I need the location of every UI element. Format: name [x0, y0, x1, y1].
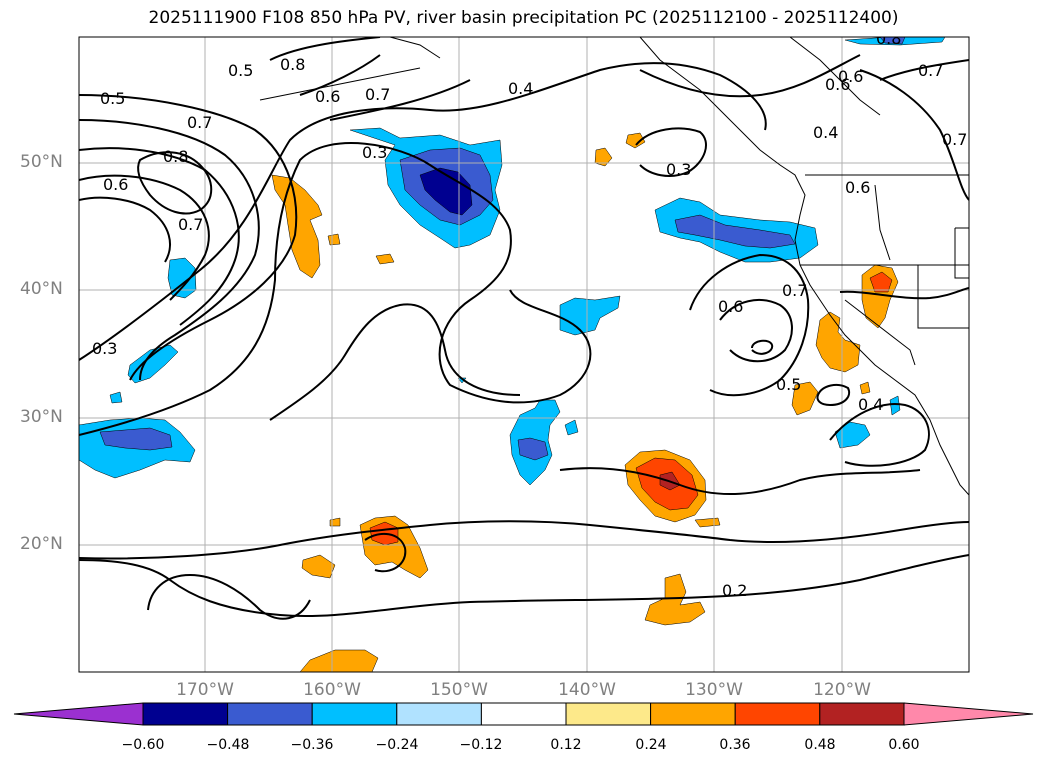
- colorbar-tick-label: −0.36: [290, 737, 334, 753]
- colorbar-tick-label: 0.24: [635, 737, 667, 753]
- contour-label: 0.7: [942, 130, 967, 149]
- contour-label: 0.6: [845, 178, 870, 197]
- contour-label: 0.8: [876, 29, 901, 48]
- contour-label: 0.6: [718, 297, 743, 316]
- contour-label: 0.6: [103, 175, 128, 194]
- contour-label: 0.6: [315, 87, 340, 106]
- colorbar-segment: [819, 702, 905, 726]
- contour-label: 0.4: [858, 395, 883, 414]
- colorbar-segment: [650, 702, 736, 726]
- colorbar-tick-label: 0.12: [550, 737, 582, 753]
- contour-label: 0.3: [362, 143, 387, 162]
- colorbar-segment: [227, 702, 313, 726]
- contour-labels: 0.5 0.5 0.8 0.7 0.6 0.7 0.8 0.6 0.7 0.3 …: [92, 29, 967, 600]
- lat-label: 30°N: [20, 407, 63, 427]
- contour-label: 0.8: [163, 147, 188, 166]
- colorbar-tick-label: −0.12: [459, 737, 503, 753]
- lat-label: 50°N: [20, 152, 63, 172]
- colorbar-tick-label: 0.60: [888, 737, 920, 753]
- colorbar-tick-label: 0.48: [804, 737, 836, 753]
- lat-label: 20°N: [20, 534, 63, 554]
- colorbar: [13, 702, 1034, 726]
- contour-label: 0.3: [666, 160, 691, 179]
- contour-label: 0.2: [722, 581, 747, 600]
- contour-label: 0.7: [365, 85, 390, 104]
- contour-label: 0.8: [280, 55, 305, 74]
- map-title: 2025111900 F108 850 hPa PV, river basin …: [148, 8, 899, 28]
- colorbar-tick-label: −0.24: [375, 737, 419, 753]
- lon-label: 150°W: [430, 680, 488, 700]
- lon-label: 160°W: [303, 680, 361, 700]
- contour-label: 0.6: [838, 67, 863, 86]
- pv-contours: [79, 37, 969, 620]
- contour-label: 0.5: [100, 89, 125, 108]
- lon-label: 140°W: [558, 680, 616, 700]
- lon-label: 170°W: [176, 680, 234, 700]
- colorbar-segment: [734, 702, 821, 726]
- colorbar-tick-label: −0.60: [121, 737, 165, 753]
- colorbar-tick-label: −0.48: [206, 737, 250, 753]
- colorbar-segment: [565, 702, 652, 726]
- contour-label: 0.3: [92, 339, 117, 358]
- coastlines: [259, 37, 969, 496]
- plot-frame: [78, 36, 970, 673]
- graticule: [79, 37, 969, 672]
- contour-label: 0.7: [178, 215, 203, 234]
- colorbar-tick-label: 0.36: [719, 737, 751, 753]
- contour-label: 0.7: [187, 113, 212, 132]
- contour-label: 0.4: [813, 123, 838, 142]
- lon-label: 120°W: [813, 680, 871, 700]
- contour-label: 0.7: [782, 281, 807, 300]
- lon-label: 130°W: [685, 680, 743, 700]
- contour-label: 0.4: [508, 79, 533, 98]
- colorbar-extend-high: [903, 702, 1034, 726]
- colorbar-segment: [311, 702, 398, 726]
- lat-label: 40°N: [20, 279, 63, 299]
- map-plot-area: 0.5 0.5 0.8 0.7 0.6 0.7 0.8 0.6 0.7 0.3 …: [79, 29, 969, 672]
- contour-label: 0.5: [228, 61, 253, 80]
- contour-label: 0.7: [918, 61, 943, 80]
- contour-label: 0.6: [825, 75, 850, 94]
- colorbar-segment: [480, 702, 567, 726]
- colorbar-segment: [142, 702, 229, 726]
- colorbar-segment: [396, 702, 482, 726]
- contour-label: 0.5: [776, 375, 801, 394]
- colorbar-extend-low: [13, 702, 144, 726]
